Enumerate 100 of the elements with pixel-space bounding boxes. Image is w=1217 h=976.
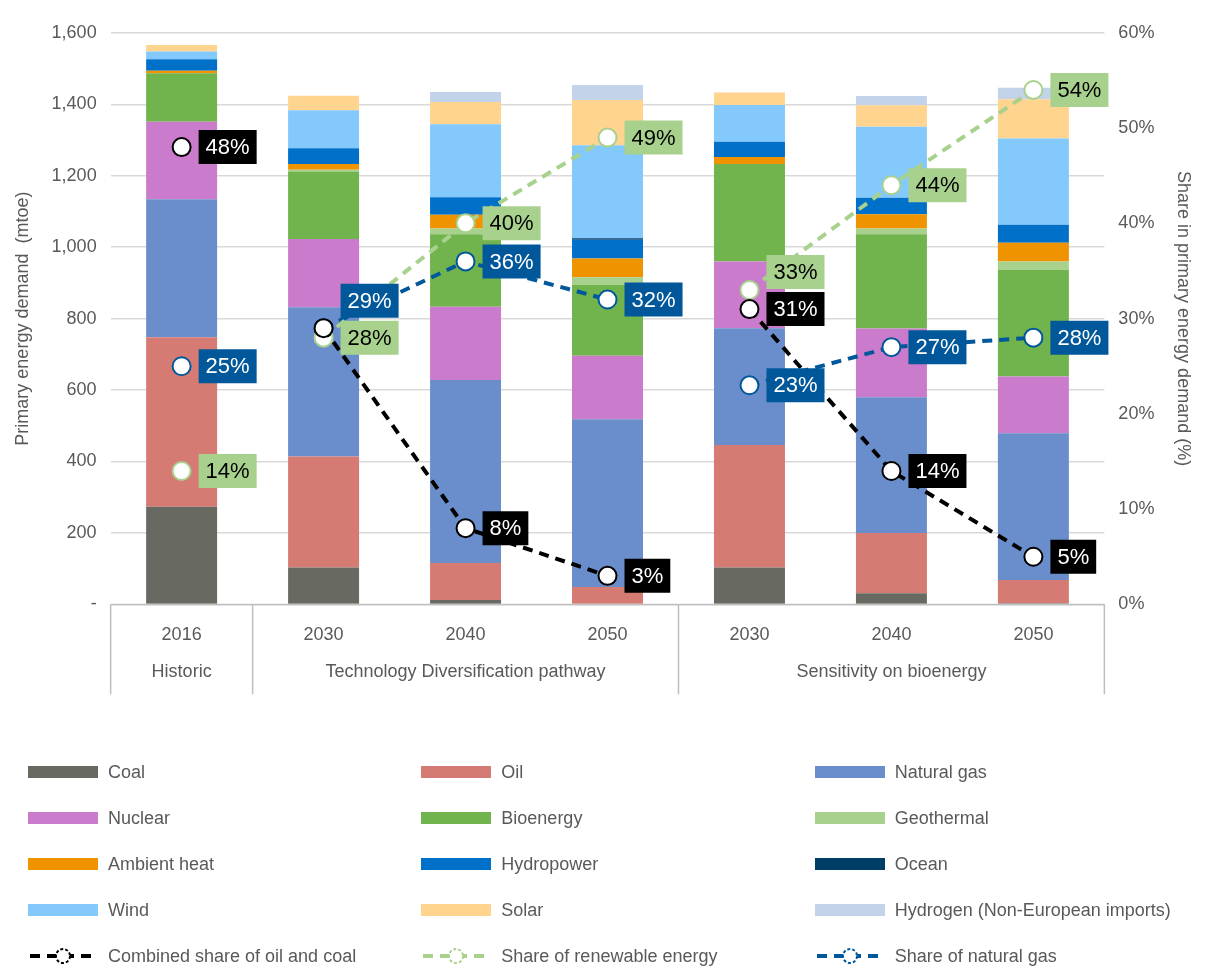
legend-label: Share of natural gas: [894, 945, 1057, 967]
x-tick-label: 2030: [729, 624, 770, 645]
bar: [713, 445, 785, 568]
bar: [572, 355, 643, 420]
bar: [997, 580, 1069, 604]
bar: [997, 224, 1069, 243]
x-tick-label: 2040: [445, 624, 486, 645]
bar: [288, 95, 360, 111]
point: [597, 289, 618, 310]
bar: [713, 567, 785, 604]
y-tick-label: 800: [66, 307, 97, 328]
point: [1023, 546, 1044, 567]
data-label: 8%: [489, 515, 522, 541]
y2-axis-title: Share in primary energy demand (%): [1174, 171, 1195, 467]
bar: [430, 306, 502, 381]
bar: [288, 148, 360, 164]
bar: [855, 532, 927, 594]
bar: [855, 593, 927, 604]
point: [1023, 327, 1044, 348]
data-label: 14%: [915, 458, 960, 484]
data-label: 54%: [1057, 77, 1102, 103]
data-label: 27%: [915, 334, 960, 360]
bar: [997, 376, 1069, 434]
point: [455, 518, 476, 539]
data-label: 29%: [347, 287, 392, 313]
data-label: 25%: [205, 353, 250, 379]
data-label: 5%: [1057, 543, 1090, 569]
point: [455, 213, 476, 234]
bar: [430, 124, 502, 198]
bar: [997, 261, 1069, 270]
y-tick-label: 400: [66, 450, 97, 471]
bar: [572, 84, 643, 100]
point: [881, 337, 902, 358]
point: [881, 461, 902, 482]
bar: [572, 239, 643, 259]
x-tick-label: 2040: [871, 624, 912, 645]
y-tick-label: -: [90, 593, 97, 614]
legend-label: Oil: [501, 761, 524, 783]
x-tick-label: 2016: [161, 624, 202, 645]
data-label: 31%: [773, 296, 818, 322]
point: [881, 175, 902, 196]
point: [739, 375, 760, 396]
bar: [430, 600, 502, 604]
point: [597, 127, 618, 148]
y2-tick-label: 60%: [1118, 21, 1155, 42]
legend-label: Combined share of oil and coal: [108, 945, 357, 967]
bar: [146, 59, 218, 71]
bar: [572, 258, 643, 278]
y2-tick-label: 40%: [1118, 212, 1155, 233]
legend-label: Bioenergy: [501, 807, 583, 829]
bar: [572, 277, 643, 285]
bar: [146, 73, 218, 122]
y2-tick-label: 20%: [1118, 402, 1155, 423]
data-label: 33%: [773, 259, 818, 285]
bar: [146, 506, 218, 604]
bar: [288, 456, 360, 568]
y2-tick-label: 30%: [1118, 307, 1155, 328]
y-tick-label: 200: [66, 521, 97, 542]
point: [171, 356, 192, 377]
bar: [855, 214, 927, 229]
bar: [855, 234, 927, 329]
bar: [855, 96, 927, 106]
bar: [288, 567, 360, 604]
bar: [713, 92, 785, 105]
bar: [713, 163, 785, 262]
y-tick-label: 1,000: [51, 236, 97, 257]
point: [597, 565, 618, 586]
y-tick-label: 600: [66, 379, 97, 400]
legend-label: Coal: [108, 761, 146, 783]
data-label: 28%: [1057, 324, 1102, 350]
legend-label: Ambient heat: [108, 853, 215, 875]
data-label: 3%: [631, 562, 664, 588]
point: [1023, 79, 1044, 100]
data-label: 40%: [489, 210, 534, 236]
point: [739, 299, 760, 320]
data-label: 44%: [915, 172, 960, 198]
legend-label: Hydropower: [501, 853, 599, 875]
bar: [997, 99, 1069, 139]
legend-label: Geothermal: [894, 807, 989, 829]
bar: [572, 586, 643, 604]
point: [171, 461, 192, 482]
bar: [430, 102, 502, 125]
data-label: 32%: [631, 286, 676, 312]
y-tick-label: 1,600: [51, 21, 97, 42]
bar: [288, 163, 360, 170]
x-tick-label: 2030: [303, 624, 344, 645]
y2-tick-label: 10%: [1118, 498, 1155, 519]
data-label: 14%: [205, 458, 250, 484]
y2-tick-label: 0%: [1118, 593, 1145, 614]
legend-label: Solar: [501, 899, 544, 921]
data-label: 36%: [489, 248, 534, 274]
y-tick-label: 1,200: [51, 164, 97, 185]
point: [171, 137, 192, 158]
bar: [288, 110, 360, 149]
bar: [146, 44, 218, 52]
bar: [713, 141, 785, 158]
bar: [146, 51, 218, 60]
legend-label: Share of renewable energy: [501, 945, 718, 967]
legend-label: Hydrogen (Non-European imports): [894, 899, 1171, 921]
text: Historic: [151, 661, 212, 682]
